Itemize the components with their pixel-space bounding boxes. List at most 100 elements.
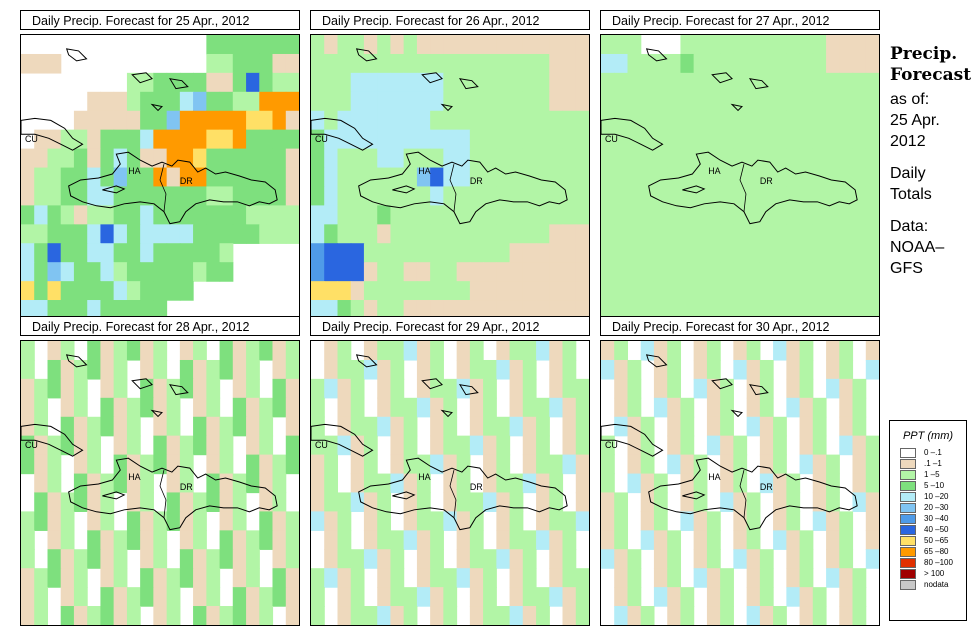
precip-cell xyxy=(140,397,154,418)
precip-cell xyxy=(773,110,787,131)
precip-cell xyxy=(443,35,458,55)
precip-cell xyxy=(693,492,708,512)
precip-cell xyxy=(536,262,550,282)
precip-cell xyxy=(113,454,128,475)
precip-cell xyxy=(73,359,88,380)
country-label-cu: CU xyxy=(25,440,38,450)
precip-cell xyxy=(47,205,62,225)
precip-cell xyxy=(786,243,801,263)
precip-cell xyxy=(363,300,378,319)
precip-cell xyxy=(509,473,524,494)
precip-cell xyxy=(456,281,471,301)
precip-cell xyxy=(403,397,418,418)
precip-cell xyxy=(259,341,274,361)
cuba-coastline xyxy=(601,117,664,151)
precip-cell xyxy=(483,129,497,150)
precip-cell xyxy=(87,359,102,380)
precip-cell xyxy=(759,186,774,206)
precip-cell xyxy=(680,416,695,437)
country-label-dr: DR xyxy=(470,482,483,492)
precip-cell xyxy=(653,262,668,282)
country-label-ha: HA xyxy=(708,166,720,176)
precip-cell xyxy=(311,243,325,263)
precip-cell xyxy=(812,224,827,244)
legend-swatch xyxy=(900,558,916,568)
precip-cell xyxy=(839,587,854,607)
precip-cell xyxy=(193,530,207,550)
precip-cell xyxy=(232,549,247,569)
precip-cell xyxy=(865,492,879,512)
precip-cell xyxy=(193,397,207,418)
precip-cell xyxy=(350,224,365,244)
precip-cell xyxy=(47,243,62,263)
precip-cell xyxy=(496,205,511,225)
precip-cell xyxy=(153,341,168,361)
precip-cell xyxy=(140,587,154,607)
precip-cell xyxy=(272,91,287,112)
precip-cell xyxy=(496,167,511,188)
precip-cell xyxy=(667,530,682,550)
precip-cell xyxy=(206,587,221,607)
precip-cell xyxy=(549,300,564,319)
precip-cell xyxy=(337,110,352,131)
precip-cell xyxy=(852,435,867,456)
precip-cell xyxy=(246,224,260,244)
cuba-coastline xyxy=(311,423,374,457)
precip-cell xyxy=(483,378,497,399)
precip-cell xyxy=(285,511,299,531)
precip-cell xyxy=(706,110,721,131)
precip-cell xyxy=(496,35,511,55)
legend-label: 80 –100 xyxy=(924,558,953,567)
precip-cell xyxy=(549,110,564,131)
precip-cell xyxy=(206,568,221,588)
precip-cell xyxy=(246,416,260,437)
precip-cell xyxy=(799,262,814,282)
precip-cell xyxy=(575,473,589,494)
precip-cell xyxy=(219,91,234,112)
cuba-coastline xyxy=(21,117,84,151)
precip-cell xyxy=(259,167,274,188)
hispaniola-coastline xyxy=(358,457,568,531)
precip-cell xyxy=(601,549,615,569)
precip-cell xyxy=(324,281,339,301)
precip-cell xyxy=(416,262,431,282)
precip-cell xyxy=(496,549,511,569)
precip-cell xyxy=(324,243,339,263)
legend-item: > 100 xyxy=(890,569,966,580)
precip-cell xyxy=(100,243,115,263)
precip-cell xyxy=(430,72,444,93)
precip-cell xyxy=(667,91,682,112)
precip-cell xyxy=(773,281,787,301)
bahamas-island-coastline xyxy=(355,48,378,62)
precip-cell xyxy=(839,148,854,169)
precip-cell xyxy=(140,454,154,475)
precip-cell xyxy=(483,72,497,93)
precip-cell xyxy=(166,281,181,301)
precip-cell xyxy=(34,300,49,319)
precip-cell xyxy=(759,72,774,93)
precip-cell xyxy=(363,492,378,512)
precip-cell xyxy=(799,243,814,263)
precip-cell xyxy=(693,110,708,131)
precip-cell xyxy=(377,549,392,569)
precip-cell xyxy=(113,300,128,319)
data-line-3: GFS xyxy=(890,260,923,277)
precip-cell xyxy=(285,416,299,437)
precip-cell xyxy=(377,568,392,588)
haiti-dr-border xyxy=(739,163,747,212)
precip-cell xyxy=(773,129,787,150)
precip-cell xyxy=(350,129,365,150)
precip-cell xyxy=(285,435,299,456)
country-label-ha: HA xyxy=(128,166,140,176)
precip-cell xyxy=(232,53,247,74)
precip-cell xyxy=(206,91,221,112)
precip-cell xyxy=(153,435,168,456)
precip-cell xyxy=(377,72,392,93)
precip-cell xyxy=(614,378,629,399)
precip-cell xyxy=(773,511,787,531)
precip-cell xyxy=(627,129,642,150)
precip-cell xyxy=(193,110,207,131)
precip-cell xyxy=(87,341,102,361)
precip-cell xyxy=(311,511,325,531)
